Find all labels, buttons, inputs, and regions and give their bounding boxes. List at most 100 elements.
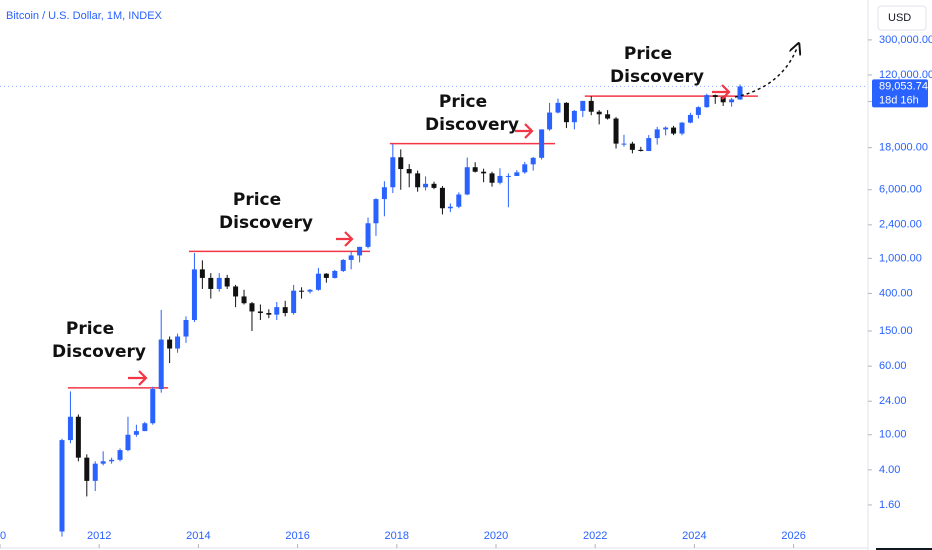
- y-tick-label: 10.00: [879, 429, 907, 441]
- candle-body: [456, 194, 462, 207]
- candle-body: [522, 164, 528, 173]
- y-tick-label: 6,000.00: [879, 184, 922, 196]
- candle-body: [373, 199, 379, 224]
- candle-body: [199, 269, 205, 278]
- candle-body: [646, 138, 652, 151]
- candle-body: [257, 311, 263, 314]
- candle-body: [266, 313, 272, 315]
- annotation: Price: [66, 319, 114, 339]
- price-tag-label: 89,053.74: [879, 80, 928, 92]
- candle-body: [299, 290, 305, 292]
- candle-body: [505, 175, 511, 177]
- candle-body: [481, 171, 487, 174]
- candle-body: [167, 339, 173, 349]
- candle-body: [307, 289, 313, 292]
- candle-body: [340, 259, 346, 271]
- candle-body: [580, 100, 586, 111]
- countdown: 18d 16h: [879, 94, 919, 106]
- candle-body: [464, 167, 470, 195]
- x-tick-label: 2018: [385, 530, 409, 542]
- x-tick-label: 2012: [87, 530, 111, 542]
- candle-body: [125, 434, 131, 451]
- currency-label[interactable]: USD: [888, 12, 911, 24]
- candle-body: [472, 167, 478, 172]
- candle-body: [133, 431, 139, 435]
- candle-body: [406, 169, 412, 174]
- candle-body: [497, 175, 503, 183]
- candle-body: [249, 303, 255, 312]
- candle-body: [150, 389, 156, 424]
- candle-body: [274, 307, 280, 315]
- candle-body: [596, 111, 602, 115]
- candle-body: [729, 99, 735, 103]
- x-tick-label: 10: [0, 530, 6, 542]
- candle-body: [224, 277, 230, 287]
- x-tick-label: 2026: [781, 530, 805, 542]
- candle-body: [183, 320, 189, 337]
- candle-body: [563, 102, 569, 123]
- y-tick-label: 4.00: [879, 464, 900, 476]
- currency-button[interactable]: [877, 5, 927, 31]
- annotation: Price: [233, 190, 281, 210]
- x-tick-label: 2020: [484, 530, 508, 542]
- candle-body: [92, 463, 98, 481]
- candle-body: [539, 129, 545, 158]
- candle-body: [654, 129, 660, 139]
- arrows: [128, 84, 731, 386]
- x-tick-label: 2014: [186, 530, 210, 542]
- candle-body: [75, 416, 81, 458]
- y-tick-label: 18,000.00: [879, 142, 928, 154]
- arrow: [336, 231, 354, 247]
- arrow: [515, 123, 534, 139]
- candle-body: [67, 416, 73, 441]
- candle-body: [638, 149, 644, 151]
- x-tick-label: 2024: [682, 530, 706, 542]
- candle-body: [423, 183, 429, 188]
- arrow: [128, 370, 148, 386]
- candle-body: [84, 457, 90, 481]
- candle-body: [191, 269, 197, 321]
- candle-body: [613, 118, 619, 144]
- candle-body: [233, 286, 239, 297]
- price-tag: [872, 79, 928, 108]
- candle-body: [291, 290, 297, 314]
- candle-body: [175, 336, 181, 349]
- candle-body: [282, 307, 288, 314]
- candle-body: [398, 157, 404, 170]
- candle-body: [704, 95, 710, 108]
- projection: [734, 48, 797, 98]
- candle-body: [489, 173, 495, 183]
- candle-body: [679, 122, 685, 134]
- candle-body: [687, 114, 693, 123]
- candle-body: [621, 143, 627, 145]
- arrow: [712, 84, 731, 100]
- candle-body: [605, 114, 611, 119]
- candle-body: [671, 127, 677, 134]
- candle-body: [431, 183, 437, 188]
- candle-body: [547, 112, 553, 130]
- y-tick-label: 150.00: [879, 325, 913, 337]
- candle-body: [158, 339, 164, 390]
- candle-body: [555, 102, 561, 113]
- candle-body: [390, 157, 396, 188]
- candle-body: [216, 277, 222, 289]
- candle-body: [439, 187, 445, 209]
- candle-body: [695, 107, 701, 115]
- candle-body: [100, 461, 106, 464]
- y-tick-label: 1,000.00: [879, 252, 922, 264]
- candle-body: [530, 157, 536, 165]
- candle-body: [208, 277, 214, 289]
- candle-body: [588, 100, 594, 112]
- candle-body: [663, 127, 669, 130]
- y-tick-label: 1.60: [879, 499, 900, 511]
- candle-body: [737, 86, 743, 100]
- candle-body: [241, 296, 247, 304]
- x-tick-label: 2022: [583, 530, 607, 542]
- annotation: Discovery: [610, 67, 704, 87]
- annotation: Price: [439, 92, 487, 112]
- annotation: Discovery: [219, 213, 313, 233]
- candle-body: [332, 270, 338, 278]
- annotation: Discovery: [52, 342, 146, 362]
- candle-body: [142, 423, 148, 432]
